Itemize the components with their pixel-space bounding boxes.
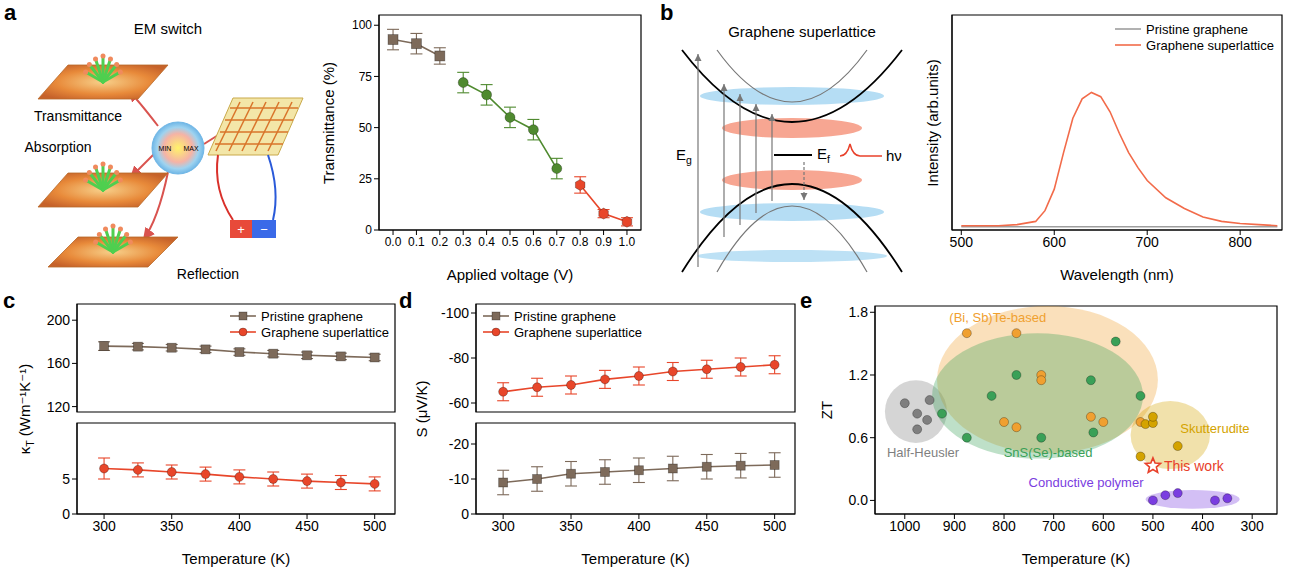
svg-text:0.9: 0.9 bbox=[595, 235, 612, 249]
html-text:ZT: ZT bbox=[817, 400, 835, 420]
html-text:Graphene superlattice: Graphene superlattice bbox=[514, 324, 642, 340]
svg-text:Temperature (K): Temperature (K) bbox=[1022, 550, 1130, 567]
svg-text:400: 400 bbox=[627, 518, 651, 534]
html-text:Graphene superlattice: Graphene superlattice bbox=[261, 324, 389, 340]
svg-text:300: 300 bbox=[491, 518, 515, 534]
svg-text:350: 350 bbox=[559, 518, 583, 534]
html-text:c: c bbox=[3, 288, 16, 313]
svg-text:0.4: 0.4 bbox=[478, 235, 495, 249]
svg-text:700: 700 bbox=[1136, 234, 1160, 250]
svg-text:450: 450 bbox=[295, 518, 319, 534]
svg-text:400: 400 bbox=[228, 518, 252, 534]
svg-text:400: 400 bbox=[1191, 518, 1215, 534]
svg-text:450: 450 bbox=[695, 518, 719, 534]
svg-text:0.6: 0.6 bbox=[525, 235, 542, 249]
html-text:Pristine graphene: Pristine graphene bbox=[1146, 21, 1248, 37]
svg-text:300: 300 bbox=[1241, 518, 1265, 534]
svg-text:500: 500 bbox=[950, 234, 974, 250]
svg-text:Reflection: Reflection bbox=[177, 266, 239, 282]
html-text:d: d bbox=[399, 288, 413, 313]
html-text:Transmittance (%): Transmittance (%) bbox=[319, 61, 337, 184]
svg-text:0.5: 0.5 bbox=[502, 235, 519, 249]
svg-text:600: 600 bbox=[1092, 518, 1116, 534]
svg-text:-80: -80 bbox=[449, 350, 469, 366]
svg-text:120: 120 bbox=[47, 399, 71, 414]
svg-text:350: 350 bbox=[160, 518, 184, 534]
svg-text:Half-Heusler: Half-Heusler bbox=[887, 445, 960, 460]
svg-text:1.8: 1.8 bbox=[849, 304, 869, 320]
svg-text:0.6: 0.6 bbox=[849, 430, 869, 446]
svg-text:0.1: 0.1 bbox=[408, 235, 425, 249]
svg-text:500: 500 bbox=[1141, 518, 1165, 534]
svg-text:100: 100 bbox=[352, 18, 372, 32]
svg-text:-60: -60 bbox=[449, 395, 469, 411]
html-text:T: T bbox=[24, 440, 36, 447]
svg-text:Temperature (K): Temperature (K) bbox=[581, 550, 689, 567]
svg-text:1.2: 1.2 bbox=[849, 367, 869, 383]
svg-text:0: 0 bbox=[365, 223, 372, 237]
svg-text:Wavelength (nm): Wavelength (nm) bbox=[1060, 266, 1174, 283]
svg-text:1000: 1000 bbox=[889, 518, 920, 534]
svg-text:500: 500 bbox=[363, 518, 387, 534]
svg-text:Ef: Ef bbox=[817, 145, 830, 165]
svg-text:50: 50 bbox=[359, 121, 373, 135]
html-text:a: a bbox=[4, 0, 17, 25]
html-text:S (μV/K): S (μV/K) bbox=[412, 380, 430, 438]
svg-text:Conductive polymer: Conductive polymer bbox=[1029, 475, 1145, 490]
svg-text:(Bi, Sb)Te-based: (Bi, Sb)Te-based bbox=[949, 310, 1046, 325]
html-text:e: e bbox=[800, 288, 813, 313]
html-text:b: b bbox=[660, 0, 674, 25]
svg-text:Skutterudite: Skutterudite bbox=[1180, 421, 1249, 436]
svg-text:0.3: 0.3 bbox=[455, 235, 472, 249]
svg-text:0: 0 bbox=[62, 506, 70, 522]
svg-text:−: − bbox=[260, 222, 268, 237]
svg-text:Absorption: Absorption bbox=[25, 139, 92, 155]
svg-text:200: 200 bbox=[47, 312, 71, 328]
svg-text:75: 75 bbox=[359, 70, 373, 84]
svg-text:+: + bbox=[237, 222, 245, 237]
html-text:Pristine graphene: Pristine graphene bbox=[514, 308, 616, 324]
svg-text:MAX: MAX bbox=[183, 145, 199, 152]
html-text:Intensity (arb.units): Intensity (arb.units) bbox=[923, 58, 941, 187]
svg-text:Graphene superlattice: Graphene superlattice bbox=[728, 23, 876, 40]
html-text:Pristine graphene: Pristine graphene bbox=[261, 308, 363, 324]
svg-text:Applied voltage (V): Applied voltage (V) bbox=[447, 266, 574, 283]
svg-text:Temperature (K): Temperature (K) bbox=[182, 550, 290, 567]
svg-text:Transmittance: Transmittance bbox=[34, 108, 122, 124]
svg-text:0.8: 0.8 bbox=[572, 235, 589, 249]
svg-text:EM switch: EM switch bbox=[134, 20, 202, 37]
svg-text:-10: -10 bbox=[449, 471, 469, 487]
svg-text:0.0: 0.0 bbox=[849, 492, 869, 508]
svg-text:500: 500 bbox=[763, 518, 787, 534]
svg-text:0: 0 bbox=[461, 506, 469, 522]
svg-text:SnS(Se)-based: SnS(Se)-based bbox=[1004, 445, 1093, 460]
svg-text:-20: -20 bbox=[449, 436, 469, 452]
svg-text:160: 160 bbox=[47, 355, 71, 371]
svg-text:25: 25 bbox=[359, 172, 373, 186]
svg-text:600: 600 bbox=[1043, 234, 1067, 250]
html-text:(Wm⁻¹K⁻¹): (Wm⁻¹K⁻¹) bbox=[16, 363, 33, 441]
svg-text:This work: This work bbox=[1164, 458, 1225, 474]
svg-text:0.7: 0.7 bbox=[548, 235, 565, 249]
svg-text:5: 5 bbox=[62, 471, 70, 487]
svg-text:300: 300 bbox=[92, 518, 116, 534]
svg-text:700: 700 bbox=[1042, 518, 1066, 534]
svg-text:0.2: 0.2 bbox=[431, 235, 448, 249]
svg-text:-100: -100 bbox=[441, 305, 469, 321]
svg-text:0.0: 0.0 bbox=[385, 235, 402, 249]
svg-text:800: 800 bbox=[992, 518, 1016, 534]
svg-text:MIN: MIN bbox=[159, 145, 172, 152]
svg-text:hν: hν bbox=[886, 147, 902, 164]
html-text:κ: κ bbox=[16, 446, 33, 455]
svg-text:900: 900 bbox=[943, 518, 967, 534]
svg-text:Eg: Eg bbox=[676, 146, 692, 166]
svg-text:1.0: 1.0 bbox=[619, 235, 636, 249]
html-text:Graphene superlattice: Graphene superlattice bbox=[1146, 37, 1274, 53]
svg-text:800: 800 bbox=[1228, 234, 1252, 250]
